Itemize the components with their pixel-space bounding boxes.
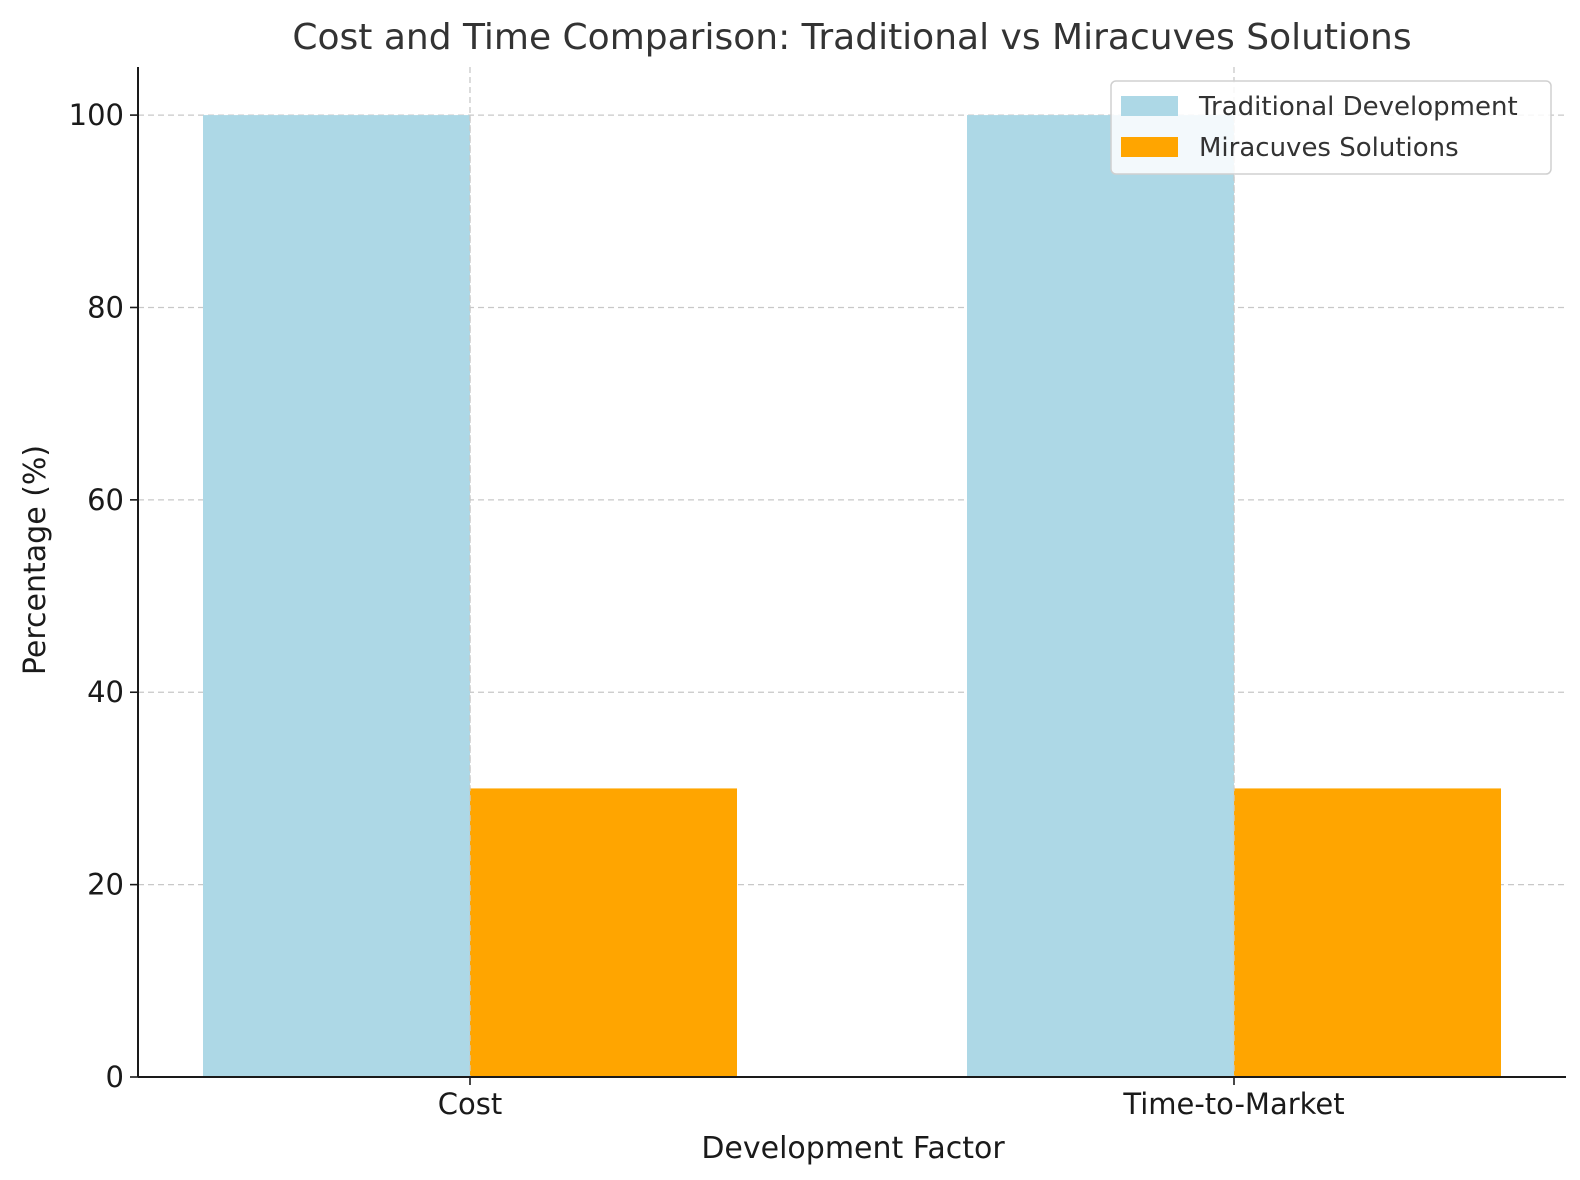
bar-traditional-cost bbox=[203, 115, 470, 1078]
legend-swatch bbox=[1121, 96, 1178, 116]
x-tick-label: Cost bbox=[438, 1087, 502, 1121]
y-tick-label: 80 bbox=[87, 290, 124, 324]
legend-box bbox=[1110, 80, 1552, 175]
y-tick-label: 100 bbox=[69, 98, 124, 132]
ticks: 0 20 40 60 80 100 Cost Time-to-Market bbox=[69, 98, 1345, 1121]
bar-miracuves-time-to-market bbox=[1234, 788, 1501, 1077]
bar-traditional-time-to-market bbox=[967, 115, 1234, 1078]
x-tick-label: Time-to-Market bbox=[1122, 1087, 1344, 1121]
legend: Traditional Development Miracuves Solutio… bbox=[1110, 80, 1552, 175]
chart-title: Cost and Time Comparison: Traditional vs… bbox=[292, 17, 1411, 58]
x-axis-label: Development Factor bbox=[701, 1131, 1005, 1166]
axes bbox=[137, 67, 1566, 1078]
y-tick-label: 20 bbox=[87, 868, 124, 902]
legend-swatch bbox=[1121, 137, 1178, 157]
y-tick-label: 60 bbox=[87, 483, 124, 517]
bar-miracuves-cost bbox=[470, 788, 737, 1077]
y-axis-label: Percentage (%) bbox=[18, 445, 53, 675]
y-tick-label: 40 bbox=[87, 675, 124, 709]
legend-label: Miracuves Solutions bbox=[1199, 133, 1459, 163]
bars bbox=[203, 115, 1501, 1078]
y-tick-label: 0 bbox=[106, 1060, 124, 1094]
legend-label: Traditional Development bbox=[1198, 92, 1518, 122]
